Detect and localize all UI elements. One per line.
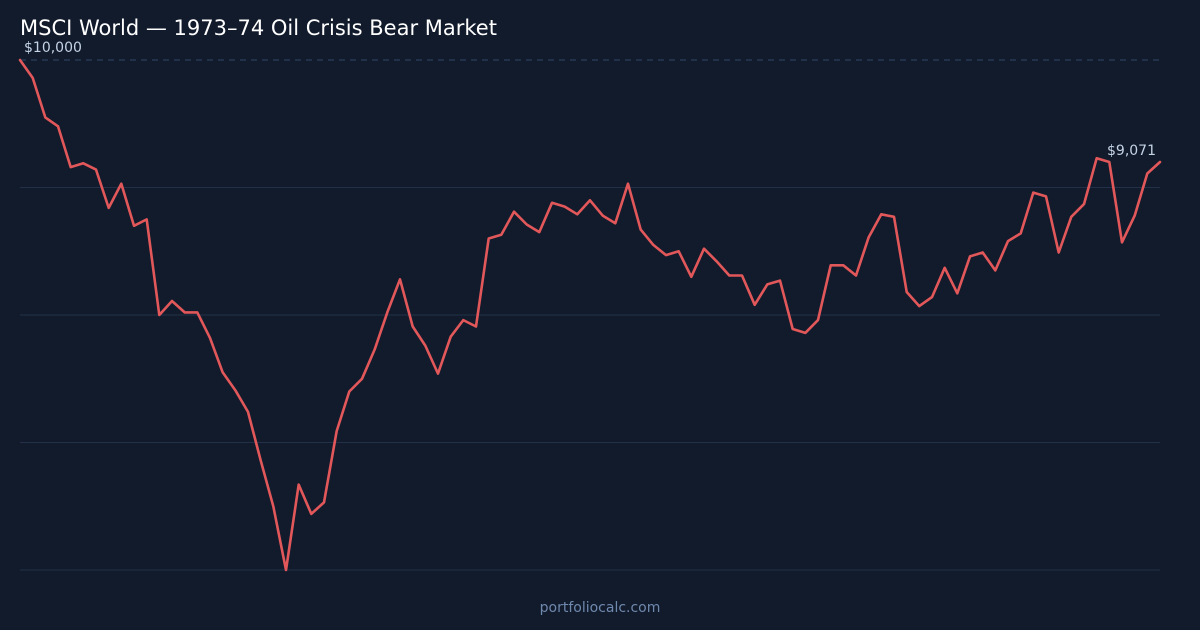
chart-title: MSCI World — 1973–74 Oil Crisis Bear Mar… bbox=[20, 16, 497, 40]
start-value-label: $10,000 bbox=[24, 40, 82, 56]
series-line bbox=[18, 58, 1162, 572]
end-value-label: $9,071 bbox=[1107, 143, 1156, 159]
footer-watermark: portfoliocalc.com bbox=[539, 600, 661, 616]
